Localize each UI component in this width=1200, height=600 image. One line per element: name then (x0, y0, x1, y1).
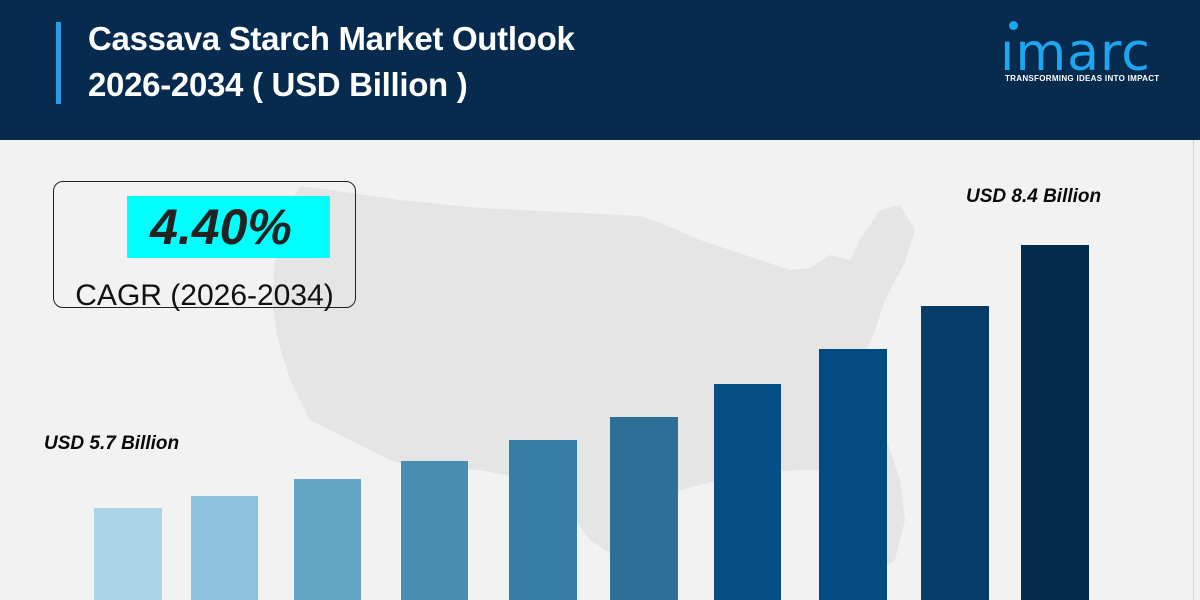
bar-7 (714, 384, 781, 600)
bar-1 (94, 508, 162, 600)
end-value-label: USD 8.4 Billion (966, 186, 1102, 207)
bar-5 (509, 440, 577, 600)
logo-tagline: TRANSFORMING IDEAS INTO IMPACT (1005, 74, 1160, 83)
right-border-line (1193, 140, 1194, 600)
bar-4 (401, 461, 468, 600)
cagr-highlight (127, 196, 330, 258)
title-line-1: Cassava Starch Market Outlook (88, 20, 575, 57)
imarc-logo: ımarc TRANSFORMING IDEAS INTO IMPACT (1000, 14, 1160, 94)
bar-3 (294, 479, 361, 600)
bar-6 (610, 417, 678, 600)
cagr-value: 4.40% (150, 199, 292, 255)
bar-2 (191, 496, 258, 600)
start-value-label: USD 5.7 Billion (44, 433, 180, 454)
bar-8 (819, 349, 887, 600)
title-line-2: 2026-2034 ( USD Billion ) (88, 66, 468, 103)
bar-10 (1021, 245, 1089, 600)
page-title: Cassava Starch Market Outlook 2026-2034 … (88, 16, 575, 108)
bar-9 (921, 306, 989, 600)
usa-map-background (272, 186, 915, 570)
logo-wordmark: ımarc (1000, 23, 1151, 83)
cagr-label: CAGR (2026-2034) (75, 279, 334, 312)
cagr-box (53, 181, 356, 308)
logo-dot-icon (1009, 21, 1018, 30)
title-accent-bar (56, 22, 61, 104)
header-banner: Cassava Starch Market Outlook 2026-2034 … (0, 0, 1200, 140)
